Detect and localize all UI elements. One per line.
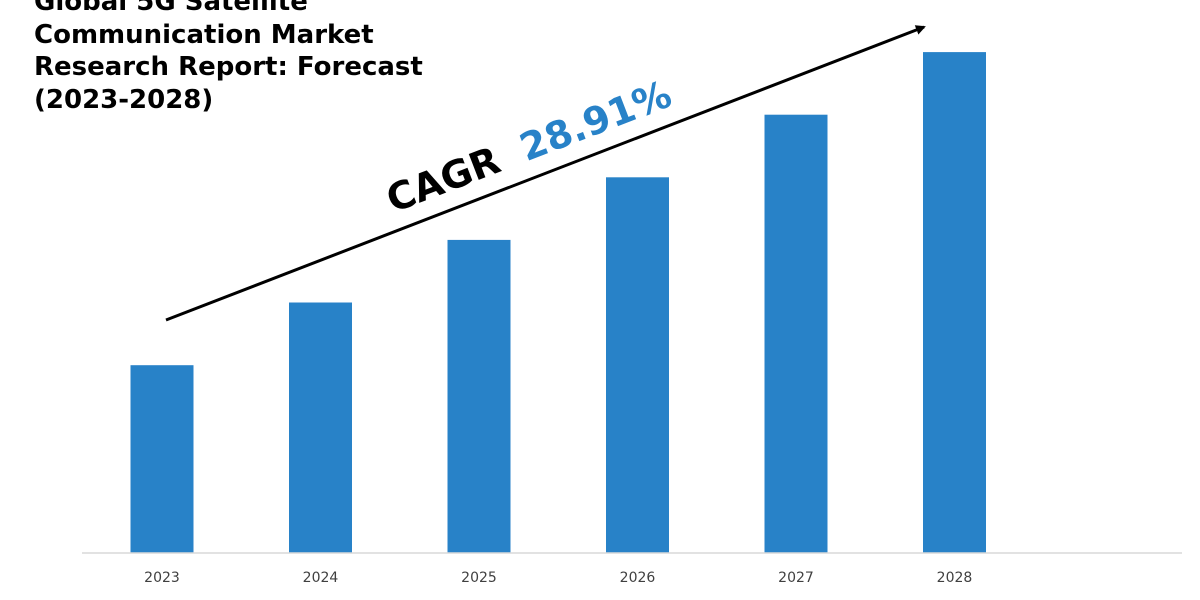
title-line-3: Research Report: Forecast — [34, 52, 423, 82]
title-line-4: (2023-2028) — [34, 84, 214, 115]
bar-2025 — [447, 239, 511, 553]
x-tick-label-2026: 2026 — [620, 570, 656, 586]
title-line-2: Communication Market — [34, 19, 374, 50]
bars-group — [130, 52, 986, 554]
bar-2028 — [923, 52, 986, 553]
chart-title: Global 5G Satellite Communication Market… — [34, 0, 454, 116]
x-tick-label-2023: 2023 — [144, 570, 180, 586]
growth-arrow — [165, 25, 926, 322]
bar-2027 — [764, 114, 828, 553]
bar-2023 — [130, 365, 194, 553]
x-tick-label-2024: 2024 — [303, 570, 339, 586]
cagr-label: CAGR — [380, 138, 506, 221]
title-line-1: Global 5G Satellite — [34, 0, 308, 17]
x-tick-label-2028: 2028 — [937, 570, 973, 586]
x-tick-label-2027: 2027 — [778, 570, 814, 586]
x-tick-label-2025: 2025 — [461, 570, 497, 586]
bar-2024 — [289, 302, 352, 553]
x-tick-labels: 2023 2024 2025 2026 2027 2028 — [144, 570, 972, 586]
bar-2026 — [606, 177, 669, 554]
